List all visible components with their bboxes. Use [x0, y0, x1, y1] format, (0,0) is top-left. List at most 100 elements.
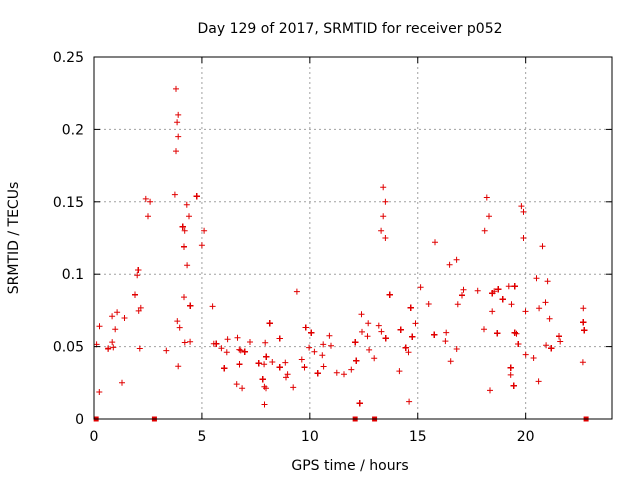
data-point [543, 342, 550, 349]
outlier-point [198, 242, 205, 249]
data-point [375, 322, 382, 329]
data-point [341, 371, 347, 378]
data-point [224, 336, 231, 343]
data-point [175, 363, 182, 370]
data-point [261, 383, 268, 390]
data-point [353, 357, 360, 364]
data-point [259, 376, 266, 383]
data-point [474, 287, 481, 294]
outlier-point [173, 85, 179, 92]
data-point [402, 344, 409, 351]
data-point [533, 275, 540, 282]
data-point [218, 345, 225, 352]
data-point [510, 382, 517, 389]
data-point [121, 315, 128, 321]
outlier-point [293, 288, 300, 295]
y-tick-label: 0.05 [53, 340, 84, 356]
outlier-point [382, 235, 389, 241]
data-point [255, 360, 262, 367]
data-point [489, 308, 496, 315]
data-point [365, 320, 372, 327]
data-point [136, 345, 143, 352]
data-point [236, 346, 243, 353]
x-axis-label: GPS time / hours [291, 458, 408, 474]
data-point [301, 364, 308, 371]
outlier-point [520, 235, 527, 241]
data-point [247, 339, 253, 345]
data-point [96, 323, 103, 330]
y-tick-label: 0 [75, 412, 84, 428]
data-point [515, 341, 522, 347]
x-tick-label: 5 [197, 429, 206, 445]
data-point [328, 342, 334, 349]
data-point [539, 243, 546, 250]
data-point [507, 364, 514, 371]
outlier-point [535, 378, 542, 385]
outlier-point [171, 191, 178, 198]
outlier-point [174, 119, 181, 126]
data-point [269, 359, 276, 365]
data-point [276, 364, 283, 371]
data-point [454, 301, 461, 308]
data-point [96, 389, 103, 395]
data-point [326, 332, 333, 339]
data-point [443, 329, 450, 336]
data-point [579, 359, 586, 366]
data-point [499, 296, 506, 303]
data-point [542, 299, 549, 306]
outlier-point [145, 213, 151, 220]
data-point [459, 292, 465, 299]
data-point [352, 339, 359, 346]
x-tick-label: 15 [409, 429, 427, 445]
data-point [409, 333, 416, 340]
data-point [580, 319, 587, 326]
data-point [119, 379, 125, 386]
data-point [290, 384, 297, 391]
data-point [213, 340, 220, 347]
data-point [333, 369, 340, 376]
outlier-point [261, 401, 268, 408]
data-point [431, 331, 438, 338]
data-point [261, 361, 268, 368]
data-point [187, 338, 194, 345]
data-point [348, 366, 355, 373]
data-point [407, 304, 414, 311]
data-point [306, 344, 313, 351]
data-point [114, 309, 121, 316]
data-point [221, 365, 228, 372]
data-point [163, 347, 170, 354]
data-point [522, 308, 529, 315]
data-point [233, 381, 240, 388]
data-point [266, 320, 273, 327]
data-point [405, 349, 412, 356]
data-point [382, 335, 389, 342]
outlier-point [432, 239, 438, 246]
data-point [320, 363, 327, 370]
data-point [412, 320, 419, 327]
data-point [544, 278, 551, 285]
outlier-point [175, 133, 182, 140]
data-point [132, 291, 138, 298]
data-point [396, 368, 403, 375]
data-point [176, 324, 183, 331]
data-point [109, 313, 116, 320]
data-point [356, 400, 363, 407]
data-point [181, 339, 188, 346]
data-point [386, 291, 393, 298]
data-point [109, 339, 116, 346]
data-point [556, 333, 562, 340]
chart-title: Day 129 of 2017, SRMTID for receiver p05… [197, 21, 502, 37]
data-point [511, 283, 518, 290]
outlier-point [483, 194, 490, 201]
data-point [239, 385, 246, 392]
data-points [93, 85, 589, 422]
x-tick-label: 10 [301, 429, 319, 445]
data-point [442, 338, 449, 345]
data-point [536, 305, 543, 312]
y-tick-label: 0.15 [53, 195, 84, 211]
axis-ticks: 0 0.05 0.1 0.15 0.2 0.25 0 5 10 15 20 [53, 50, 612, 445]
data-point [241, 348, 248, 355]
data-point [308, 329, 315, 336]
data-point [135, 267, 142, 273]
data-point [557, 338, 564, 345]
